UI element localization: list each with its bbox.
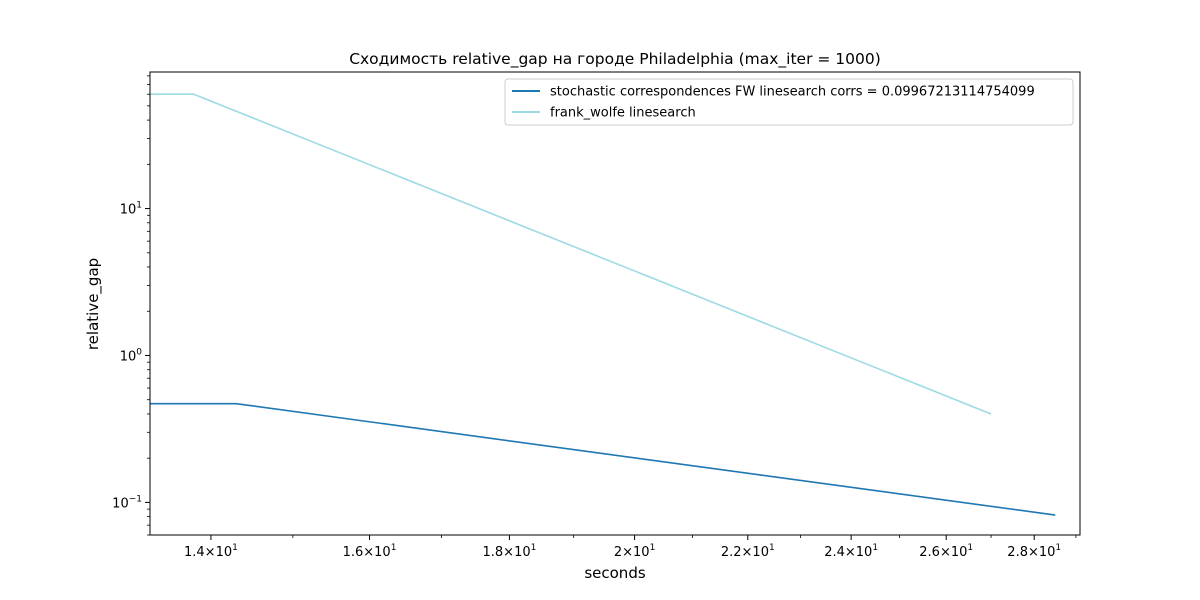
x-tick-exponent: 1 xyxy=(872,543,878,553)
x-tick-label: 1.6×101 xyxy=(343,543,397,560)
y-tick-base: 10 xyxy=(120,349,137,364)
y-tick-label: 100 xyxy=(120,347,143,364)
y-tick-exponent: −1 xyxy=(129,494,142,504)
y-tick-label: 101 xyxy=(120,201,142,218)
x-tick-exponent: 1 xyxy=(232,543,238,553)
y-tick-base: 10 xyxy=(120,203,137,218)
x-tick-label: 2×101 xyxy=(614,543,655,560)
x-tick-mantissa: 2.6×10 xyxy=(919,545,967,560)
y-axis-title: relative_gap xyxy=(84,258,103,350)
x-tick-label: 1.8×101 xyxy=(483,543,537,560)
x-tick-label: 2.2×101 xyxy=(721,543,775,560)
legend-label-stochastic: stochastic correspondences FW linesearch… xyxy=(550,85,1035,100)
x-tick-mantissa: 2.8×10 xyxy=(1007,545,1055,560)
x-tick-exponent: 1 xyxy=(650,543,656,553)
series-line-stochastic xyxy=(150,402,1056,516)
x-tick-label: 2.4×101 xyxy=(824,543,878,560)
chart-title: Сходимость relative_gap на городе Philad… xyxy=(349,50,881,69)
legend-label-frank-wolfe: frank_wolfe linesearch xyxy=(550,106,696,121)
x-tick-exponent: 1 xyxy=(769,543,775,553)
x-tick-mantissa: 2×10 xyxy=(614,545,650,560)
x-tick-exponent: 1 xyxy=(967,543,973,553)
y-tick-exponent: 0 xyxy=(136,347,142,357)
x-tick-mantissa: 1.6×10 xyxy=(343,545,391,560)
legend-box xyxy=(504,78,1074,126)
x-tick-exponent: 1 xyxy=(531,543,537,553)
series-line-frank-wolfe xyxy=(150,93,992,415)
x-tick-label: 2.6×101 xyxy=(919,543,973,560)
x-tick-mantissa: 1.4×10 xyxy=(184,545,232,560)
x-tick-mantissa: 1.8×10 xyxy=(483,545,531,560)
x-tick-mantissa: 2.4×10 xyxy=(824,545,872,560)
legend: stochastic correspondences FW linesearch… xyxy=(504,78,1074,126)
x-tick-label: 1.4×101 xyxy=(184,543,238,560)
x-tick-mantissa: 2.2×10 xyxy=(721,545,769,560)
x-tick-exponent: 1 xyxy=(1055,543,1061,553)
series-layer xyxy=(150,93,1056,516)
x-axis-title: seconds xyxy=(584,564,645,582)
y-tick-exponent: 1 xyxy=(136,201,142,211)
x-axis: 1.4×101 1.6×101 1.8×101 2×101 2.2×101 2.4×101… xyxy=(184,535,1077,560)
x-tick-exponent: 1 xyxy=(391,543,397,553)
x-tick-label: 2.8×101 xyxy=(1007,543,1061,560)
y-tick-base: 10 xyxy=(112,496,129,511)
plot-area-frame xyxy=(149,71,1081,536)
y-tick-label: 10−1 xyxy=(112,494,142,511)
